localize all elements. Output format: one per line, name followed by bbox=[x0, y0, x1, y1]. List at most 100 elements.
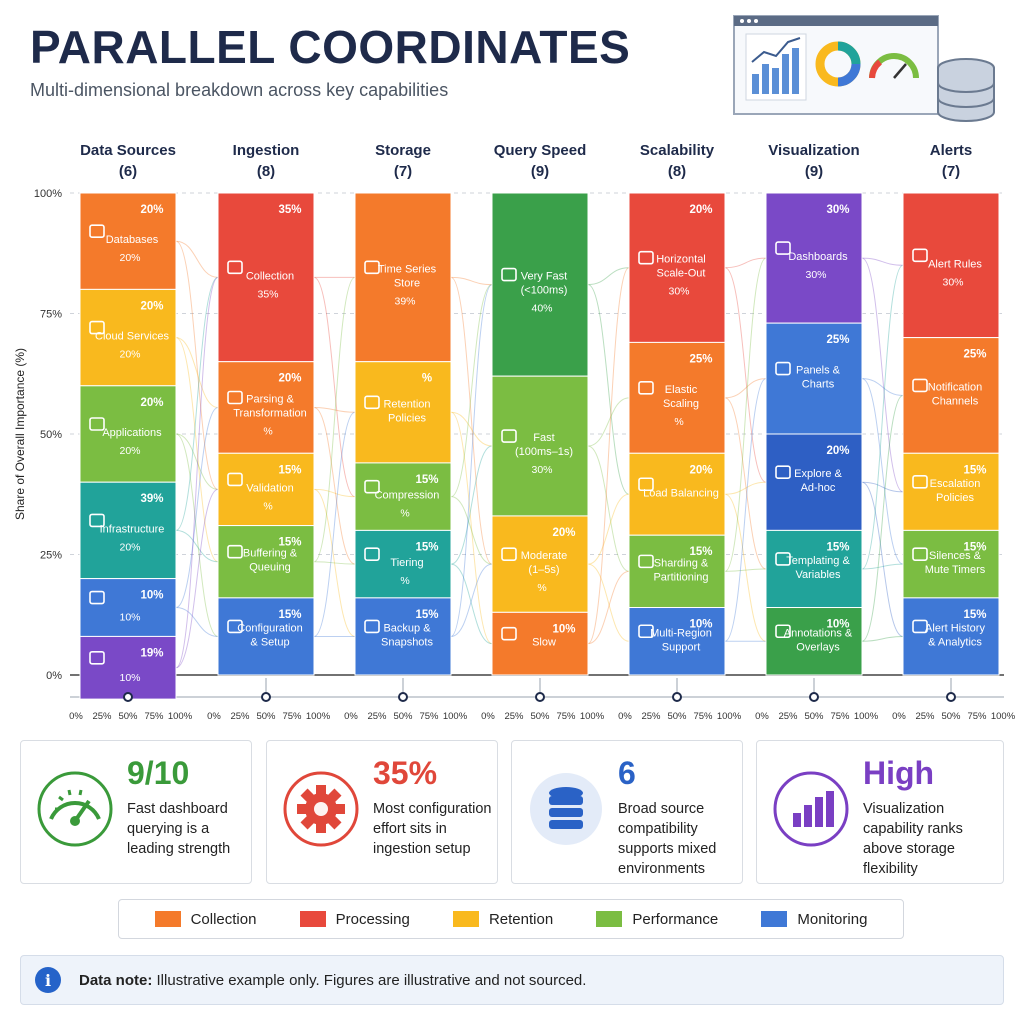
antenna-icon bbox=[89, 513, 105, 528]
connector-line bbox=[175, 276, 219, 531]
connector-line bbox=[587, 267, 630, 286]
bottom-scale-tick: 25% bbox=[92, 711, 112, 722]
segment-label: Time Series bbox=[378, 263, 437, 275]
segment-value-label: 25% bbox=[689, 353, 712, 365]
connector-line bbox=[175, 240, 219, 490]
bar-segment bbox=[765, 192, 863, 324]
bar-segment bbox=[902, 452, 1000, 531]
segment-value-label: 20% bbox=[119, 349, 140, 361]
segment-value-label: 15% bbox=[278, 537, 301, 549]
segment-value-label: 15% bbox=[689, 546, 712, 558]
bar-segment bbox=[79, 635, 177, 700]
connector-line bbox=[587, 267, 630, 645]
dashboard-illustration-icon bbox=[733, 15, 995, 122]
data-note-text: Data note: Illustrative example only. Fi… bbox=[79, 972, 586, 989]
segment-label: Snapshots bbox=[381, 636, 433, 648]
segment-value-label: 10% bbox=[552, 623, 575, 635]
segment-value-label: 20% bbox=[826, 445, 849, 457]
bar-segment bbox=[765, 529, 863, 609]
legend-item: Retention bbox=[452, 911, 553, 928]
bar-segment bbox=[902, 337, 1000, 454]
legend-swatch bbox=[154, 911, 181, 927]
bottom-scale-tick: 0% bbox=[69, 711, 83, 722]
segment-value-label: % bbox=[422, 373, 432, 385]
bar-segment bbox=[354, 192, 452, 363]
bottom-scale-tick: 50% bbox=[941, 711, 961, 722]
segment-value-label: 15% bbox=[415, 541, 438, 553]
list-icon bbox=[912, 619, 928, 634]
mute-icon bbox=[912, 547, 928, 561]
connector-line bbox=[450, 284, 493, 498]
dashboard-grid-icon bbox=[775, 241, 791, 255]
segment-label: Explore & bbox=[794, 468, 842, 480]
bar-segment bbox=[217, 361, 315, 454]
line-chart-icon bbox=[775, 361, 791, 376]
axis-score: (9) bbox=[531, 163, 549, 180]
funnel-icon bbox=[227, 260, 243, 275]
axis-marker bbox=[123, 692, 133, 702]
connector-line bbox=[450, 445, 493, 565]
bottom-scale-tick: 25% bbox=[915, 711, 935, 722]
connector-line bbox=[175, 276, 219, 669]
connector-line bbox=[450, 276, 493, 286]
segment-label: Silences & bbox=[929, 550, 982, 562]
axis-title: Storage bbox=[375, 142, 431, 159]
segment-label: & Analytics bbox=[928, 636, 982, 648]
segment-label: Scale-Out bbox=[657, 268, 706, 280]
connector-line bbox=[175, 240, 219, 278]
connector-line bbox=[724, 267, 767, 483]
segment-label: Validation bbox=[246, 482, 294, 494]
database-icon bbox=[364, 395, 380, 410]
bottom-scale-tick: 100% bbox=[854, 711, 879, 722]
connector-line bbox=[724, 257, 767, 572]
search-icon bbox=[775, 465, 791, 480]
bar-segment bbox=[628, 452, 726, 536]
bottom-scale-tick: 75% bbox=[282, 711, 302, 722]
axis-score: (6) bbox=[119, 163, 137, 180]
bottom-scale-tick: 75% bbox=[830, 711, 850, 722]
segment-value-label: 10% bbox=[119, 672, 140, 684]
bottom-scale-tick: 50% bbox=[256, 711, 276, 722]
axis-score: (9) bbox=[805, 163, 823, 180]
data-note: i Data note: Illustrative example only. … bbox=[20, 955, 1004, 1005]
segment-value-label: 40% bbox=[531, 303, 552, 315]
legend-item: Performance bbox=[596, 911, 718, 928]
segment-label: Parsing & bbox=[246, 393, 294, 405]
segment-label: Dashboards bbox=[788, 251, 848, 263]
segment-label: Partitioning bbox=[653, 571, 708, 583]
info-icon: i bbox=[35, 967, 61, 993]
segment-value-label: 15% bbox=[963, 464, 986, 476]
bottom-scale-tick: 25% bbox=[367, 711, 387, 722]
queue-icon bbox=[227, 544, 243, 559]
bottom-scale-tick: 50% bbox=[118, 711, 138, 722]
page-subtitle: Multi-dimensional breakdown across key c… bbox=[30, 80, 449, 100]
bottom-scale-tick: 50% bbox=[393, 711, 413, 722]
connector-line bbox=[175, 337, 219, 563]
bottom-scale-tick: 25% bbox=[778, 711, 798, 722]
connector-line bbox=[724, 397, 767, 570]
connector-line bbox=[724, 378, 767, 642]
gear-icon bbox=[89, 417, 105, 431]
connector-line bbox=[861, 257, 904, 266]
segment-label: & Setup bbox=[250, 636, 289, 648]
bottom-scale-tick: 100% bbox=[443, 711, 468, 722]
bar-segment bbox=[79, 385, 177, 483]
connector-line bbox=[450, 563, 493, 637]
legend-label: Processing bbox=[335, 910, 410, 928]
y-axis-label: Share of Overall Importance (%) bbox=[13, 348, 27, 520]
segment-label: Slow bbox=[532, 637, 556, 649]
connector-line bbox=[861, 635, 904, 642]
bottom-scale-tick: 25% bbox=[230, 711, 250, 722]
segment-label: Store bbox=[394, 277, 420, 289]
axis-marker bbox=[261, 692, 271, 702]
segment-label: Transformation bbox=[233, 407, 307, 419]
segment-value-label: % bbox=[400, 575, 409, 587]
segment-label: (<100ms) bbox=[521, 285, 568, 297]
axis-title: Alerts bbox=[930, 142, 973, 159]
connector-line bbox=[175, 337, 219, 408]
connector-line bbox=[313, 411, 356, 637]
bottom-scale-tick: 75% bbox=[419, 711, 439, 722]
bottom-scale-tick: 50% bbox=[667, 711, 687, 722]
segment-label: Multi-Region bbox=[650, 627, 712, 639]
globe-icon bbox=[638, 624, 654, 639]
